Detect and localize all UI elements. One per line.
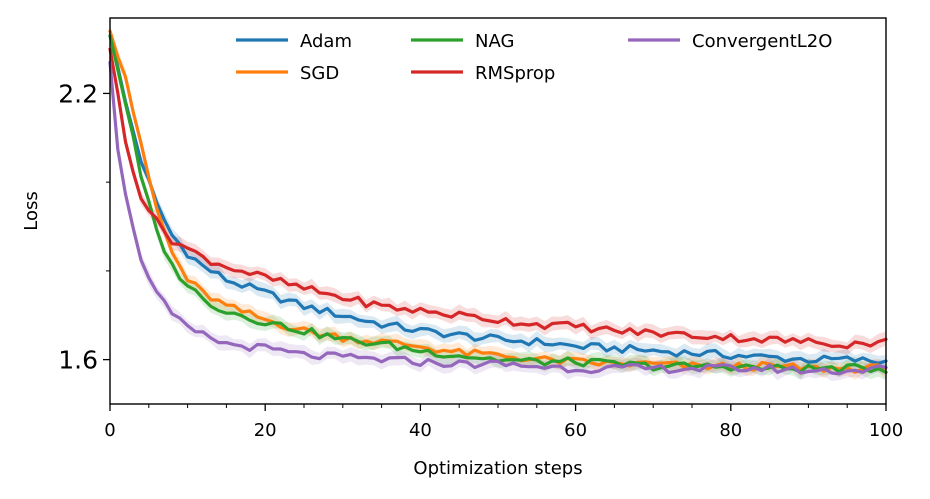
line-adam — [108, 34, 888, 365]
x-axis: 0 20 40 60 80 100 — [104, 404, 903, 441]
legend-label-nag: NAG — [475, 31, 514, 52]
line-convergentl2o — [108, 60, 888, 376]
x-tick-label: 40 — [409, 420, 432, 441]
x-tick-label: 80 — [719, 420, 742, 441]
legend: Adam SGD NAG RMSprop ConvergentL2O — [236, 31, 832, 84]
legend-label-adam: Adam — [300, 31, 352, 52]
x-tick-label: 60 — [564, 420, 587, 441]
y-axis: 1.6 2.2 — [58, 79, 110, 375]
legend-label-rmsprop: RMSprop — [475, 63, 555, 84]
x-tick-label: 20 — [254, 420, 277, 441]
series-lines — [108, 29, 888, 376]
legend-label-convergentl2o: ConvergentL2O — [692, 31, 832, 52]
y-axis-label: Loss — [21, 191, 42, 230]
line-rmsprop — [108, 47, 888, 350]
y-tick-label: 2.2 — [58, 79, 98, 108]
x-tick-label: 0 — [104, 420, 115, 441]
y-tick-label: 1.6 — [58, 346, 98, 375]
x-axis-label: Optimization steps — [413, 458, 582, 479]
x-tick-label: 100 — [869, 420, 903, 441]
legend-label-sgd: SGD — [300, 63, 339, 84]
